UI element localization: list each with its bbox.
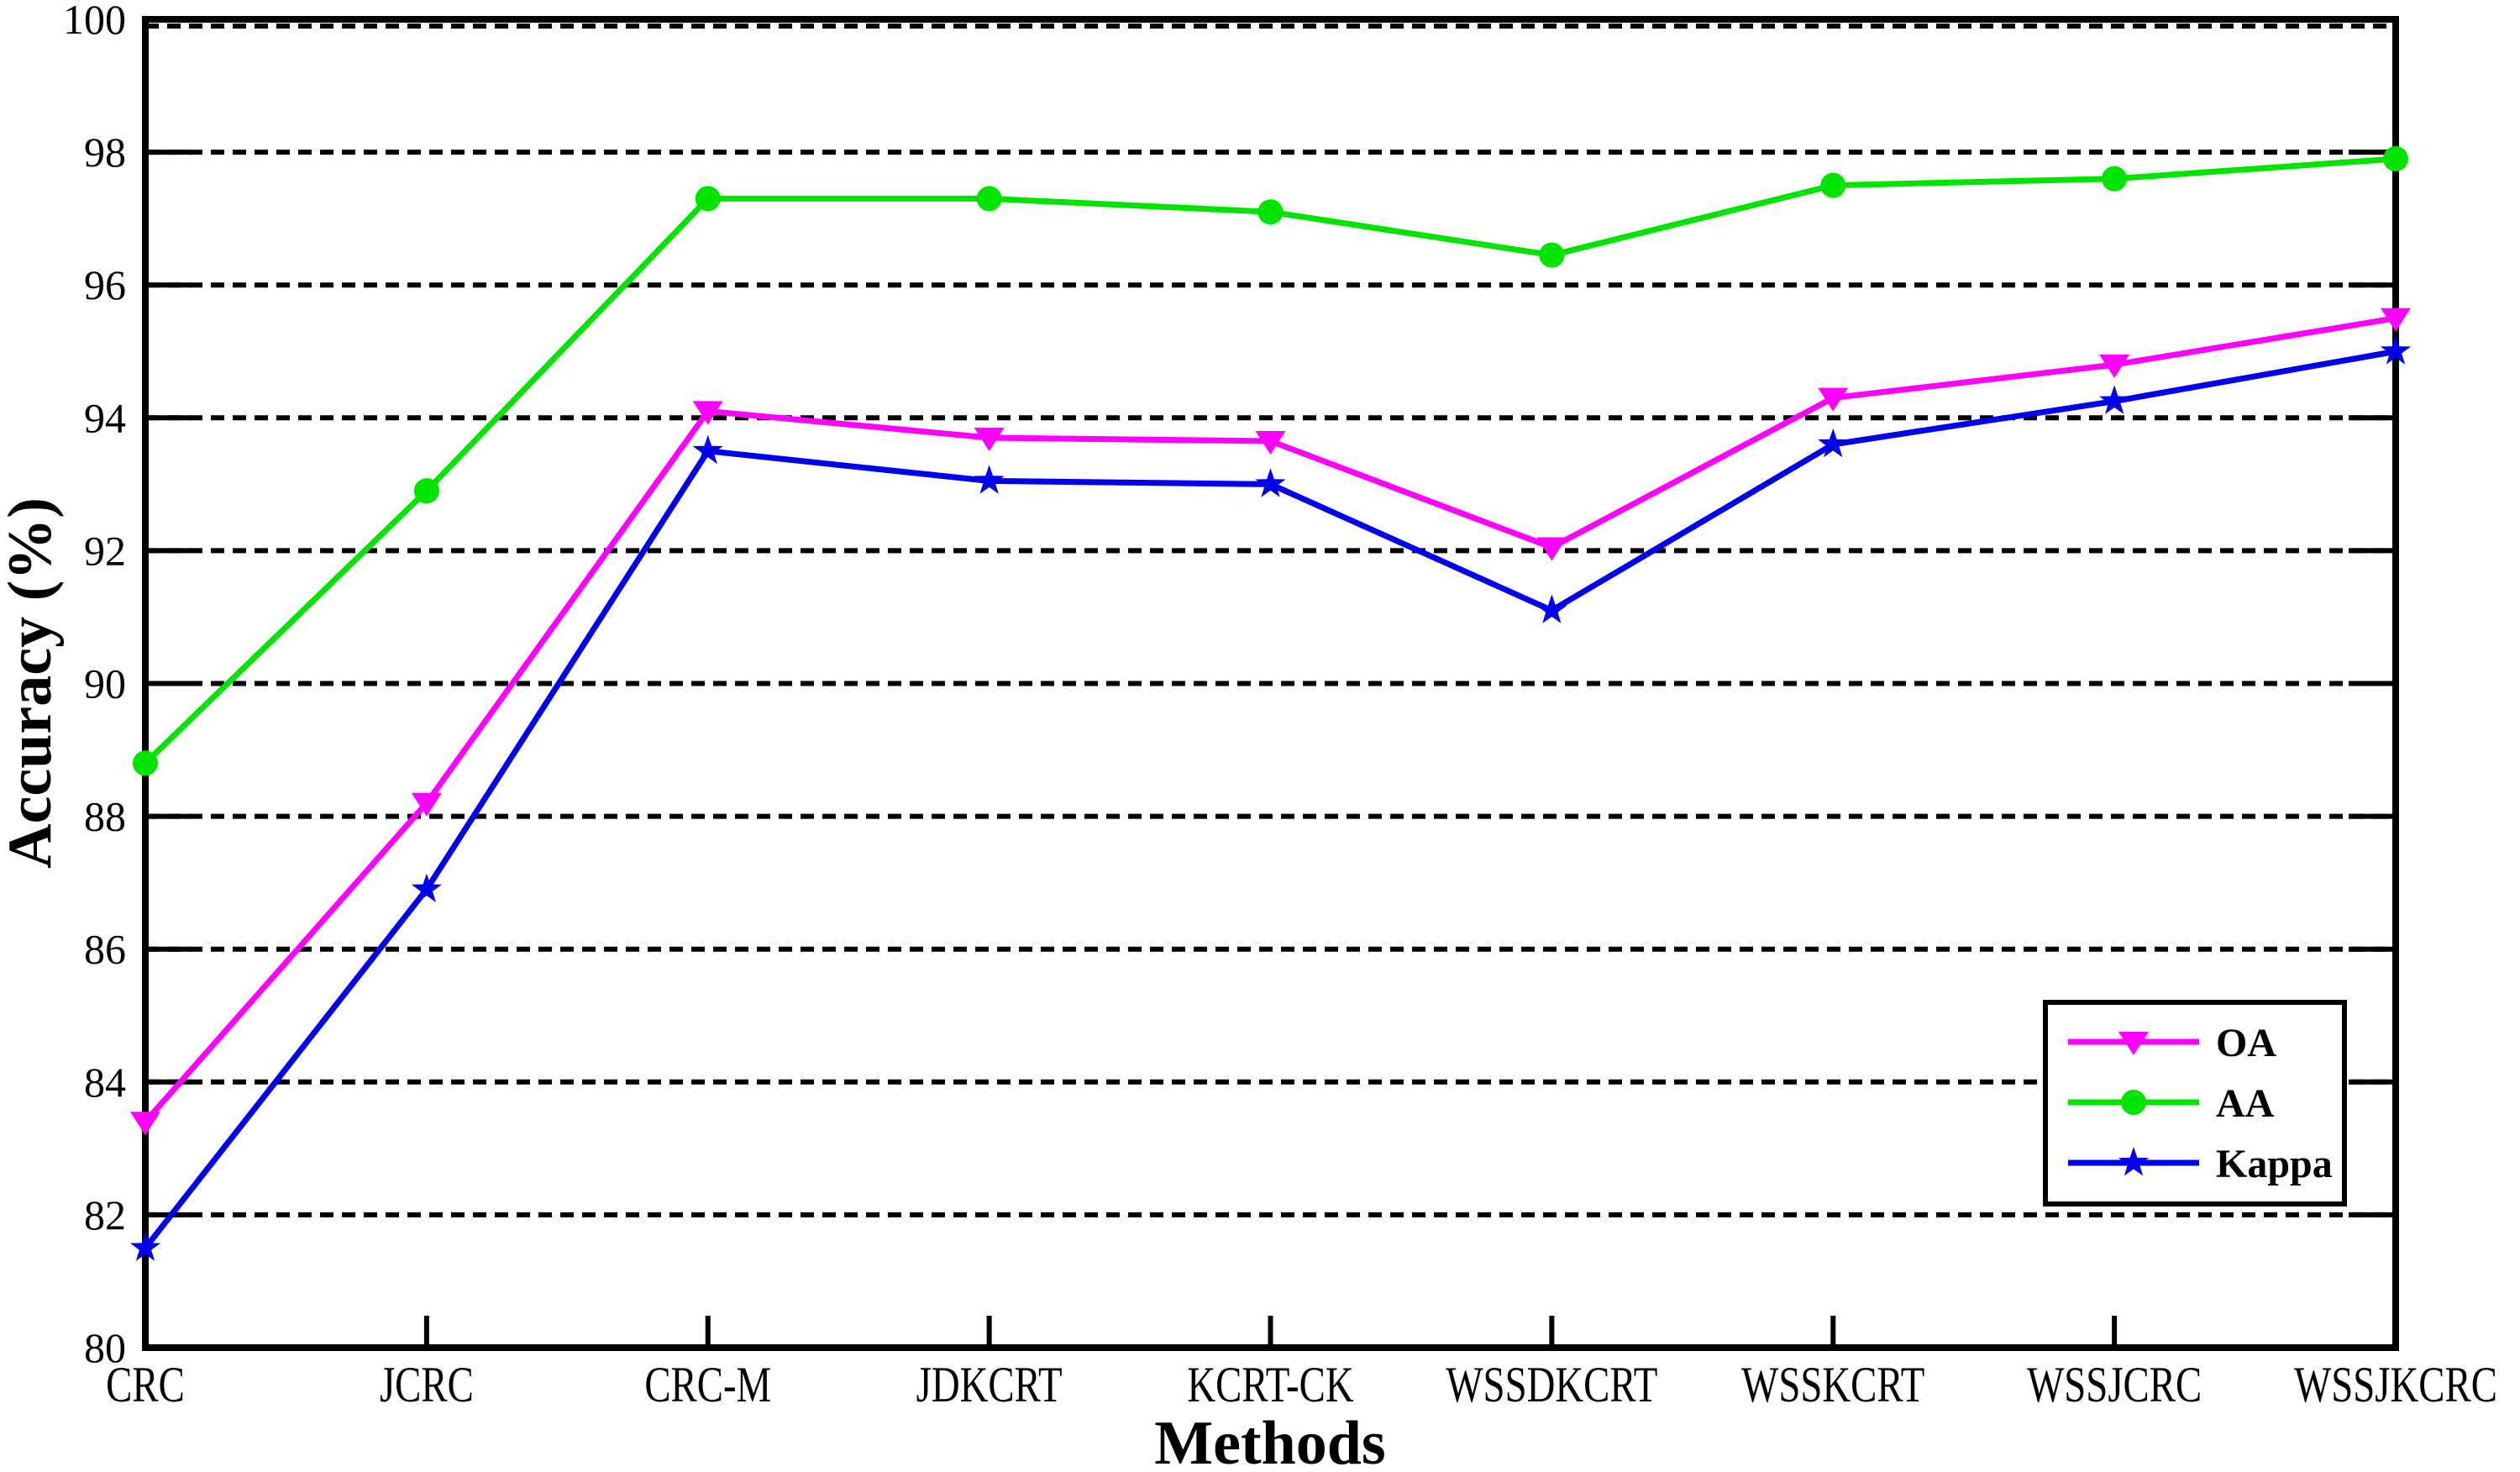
series-OA [130, 308, 2411, 1136]
marker-Kappa-WSSJCRC [2099, 385, 2130, 414]
legend-marker-OA [2118, 1032, 2149, 1055]
legend-item-AA: AA [2068, 1081, 2275, 1126]
y-tick-label-94: 94 [84, 394, 126, 441]
marker-AA-CRC-M [695, 186, 721, 212]
marker-Kappa-JDKCRT [974, 465, 1005, 494]
marker-AA-CRC [133, 750, 158, 776]
marker-AA-WSSKCRT [1820, 172, 1846, 198]
marker-OA-CRC-M [692, 401, 723, 425]
y-tick-label-86: 86 [84, 926, 126, 973]
x-tick-label-WSSKCRT: WSSKCRT [1741, 1356, 1924, 1412]
marker-AA-JDKCRT [976, 186, 1002, 212]
legend-item-Kappa: Kappa [2068, 1142, 2333, 1186]
marker-Kappa-CRC-M [692, 434, 723, 465]
y-tick-marks [145, 17, 2396, 1350]
y-tick-label-90: 90 [84, 660, 126, 707]
x-tick-label-CRC: CRC [106, 1356, 185, 1412]
y-tick-label-80: 80 [84, 1324, 126, 1371]
x-tick-label-JDKCRT: JDKCRT [916, 1356, 1063, 1412]
marker-Kappa-CRC [129, 1232, 161, 1261]
marker-OA-JDKCRT [974, 428, 1005, 452]
y-tick-label-88: 88 [84, 793, 126, 840]
marker-OA-WSSJKCRC [2381, 308, 2411, 332]
marker-AA-WSSJCRC [2102, 166, 2128, 192]
gridlines [145, 24, 2396, 1217]
legend: OA AA Kappa [2043, 1000, 2347, 1207]
series-AA [133, 146, 2408, 776]
y-tick-label-92: 92 [84, 527, 126, 574]
y-tick-labels: 80 82 84 86 88 90 92 94 96 98 100 [63, 0, 126, 1371]
x-tick-label-WSSJCRC: WSSJCRC [2027, 1356, 2202, 1412]
x-tick-label-KCRT-CK: KCRT-CK [1187, 1356, 1353, 1412]
plot-border [142, 16, 2399, 1351]
x-axis-title: Methods [1154, 1409, 1385, 1472]
x-tick-label-WSSJKCRC: WSSJKCRC [2294, 1356, 2497, 1412]
marker-OA-WSSKCRT [1818, 387, 1849, 412]
legend-item-OA: OA [2068, 1021, 2276, 1065]
marker-AA-WSSDKCRT [1539, 242, 1565, 268]
legend-label-Kappa: Kappa [2216, 1142, 2333, 1186]
legend-label-OA: OA [2216, 1021, 2276, 1065]
x-tick-label-CRC-M: CRC-M [644, 1356, 771, 1412]
marker-Kappa-WSSKCRT [1818, 428, 1849, 458]
y-tick-label-84: 84 [84, 1059, 126, 1106]
marker-AA-JCRC [413, 478, 439, 504]
marker-OA-WSSDKCRT [1536, 537, 1567, 561]
x-tick-label-JCRC: JCRC [380, 1356, 474, 1412]
marker-OA-CRC [130, 1112, 160, 1136]
legend-marker-Kappa [2118, 1147, 2150, 1176]
y-tick-label-98: 98 [84, 129, 126, 176]
y-tick-label-82: 82 [84, 1191, 126, 1238]
marker-AA-WSSJKCRC [2383, 146, 2408, 172]
marker-OA-WSSJCRC [2099, 355, 2130, 379]
y-tick-label-100: 100 [63, 0, 126, 43]
marker-Kappa-KCRT-CK [1255, 468, 1286, 497]
y-tick-label-96: 96 [84, 261, 126, 308]
legend-label-AA: AA [2216, 1081, 2275, 1126]
series-Kappa [129, 335, 2412, 1261]
x-tick-labels: CRC JCRC CRC-M JDKCRT KCRT-CK WSSDKCRT WSSKCRT… [106, 1356, 2497, 1412]
legend-marker-AA [2121, 1090, 2146, 1115]
marker-Kappa-WSSJKCRC [2380, 335, 2412, 365]
y-axis-title: Accuracy (%) [0, 497, 65, 869]
x-tick-label-WSSDKCRT: WSSDKCRT [1446, 1356, 1657, 1412]
marker-OA-KCRT-CK [1255, 430, 1286, 455]
marker-Kappa-JCRC [411, 873, 442, 902]
marker-Kappa-WSSDKCRT [1536, 594, 1567, 623]
marker-OA-JCRC [411, 792, 442, 817]
marker-AA-KCRT-CK [1257, 199, 1284, 225]
